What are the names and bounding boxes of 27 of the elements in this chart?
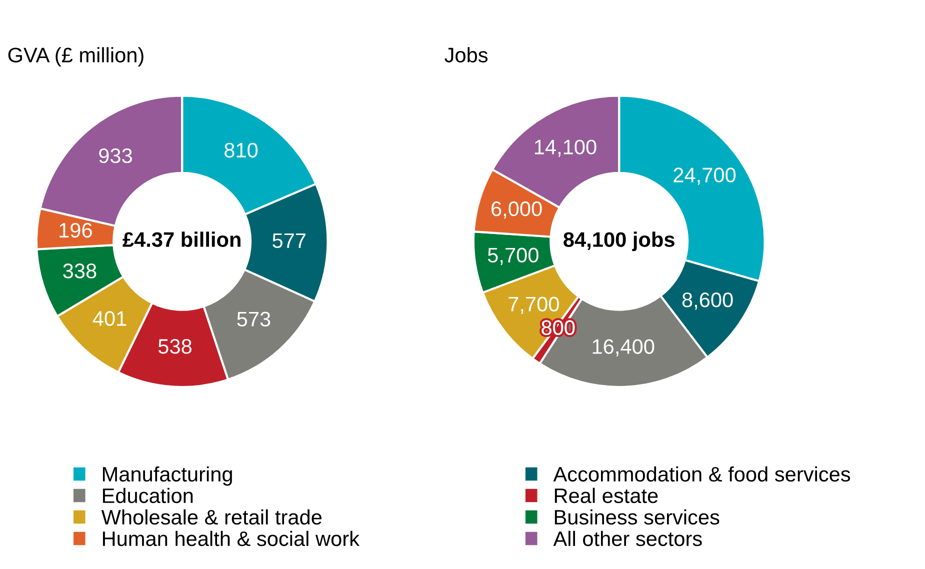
text: 84,100 jobs	[564, 232, 674, 252]
slice-label: GVA (£ million)	[8, 47, 144, 67]
data-label: 14,100	[534, 140, 596, 157]
slice-label: Jobs	[444, 47, 488, 62]
text: £4.37 billion	[122, 232, 240, 247]
legend-label: Human health & social work	[102, 530, 360, 546]
data-label: 8,600	[682, 292, 733, 310]
legend-label: Education	[102, 488, 193, 504]
data-label: 5,700	[488, 248, 538, 265]
data-label: 16,400	[592, 339, 654, 356]
data-label: 538	[158, 339, 192, 354]
legend-label: Business services	[554, 509, 720, 525]
legend-label: Accommodation & food services	[553, 466, 850, 482]
data-label: 24,700	[674, 168, 736, 185]
legend-label: All other sectors	[553, 530, 702, 546]
data-label: 573	[237, 312, 270, 327]
legend-label: Real estate	[554, 488, 658, 504]
data-label: 577	[272, 234, 306, 248]
data-label: 7,700	[508, 296, 559, 314]
data-label: 196	[60, 222, 92, 238]
data-label: 401	[92, 311, 126, 326]
legend-label: Wholesale & retail trade	[101, 509, 322, 525]
data-label: 810	[224, 142, 258, 158]
legend-label: Manufacturing	[102, 466, 232, 486]
data-label: 338	[63, 264, 96, 278]
data-label: 933	[99, 148, 132, 164]
data-label: 6,000	[492, 201, 542, 219]
